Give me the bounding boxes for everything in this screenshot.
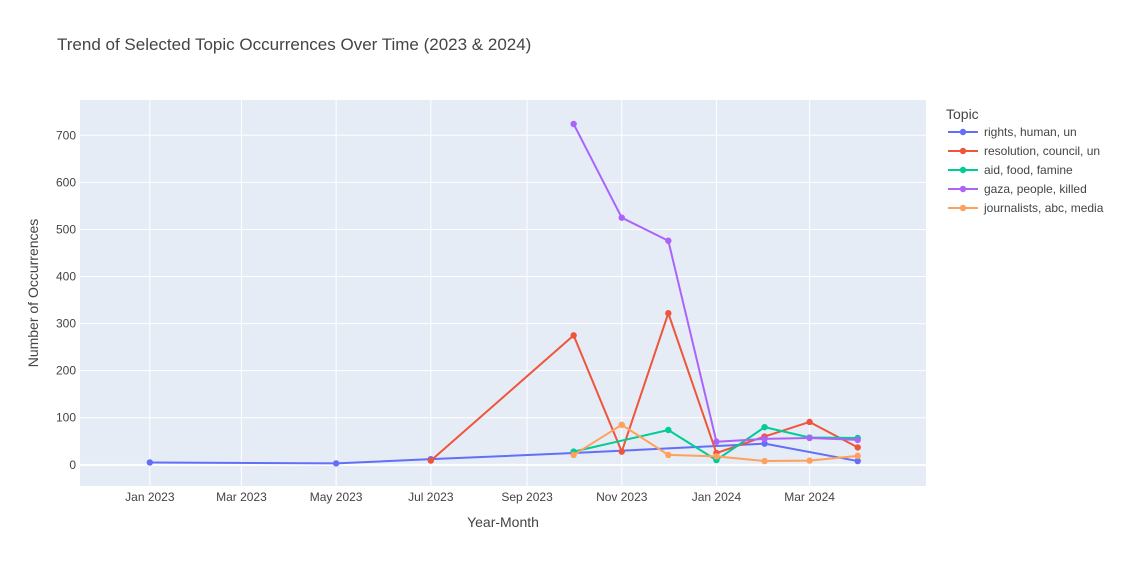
y-tick-label: 300: [56, 317, 76, 331]
series-3: [570, 120, 861, 445]
data-point[interactable]: [570, 332, 577, 339]
plot-area: [80, 100, 926, 486]
x-tick-label: Jul 2023: [408, 490, 454, 504]
x-tick-label: Mar 2024: [784, 490, 835, 504]
y-tick-label: 200: [56, 364, 76, 378]
y-tick-label: 600: [56, 175, 76, 189]
data-point[interactable]: [761, 435, 768, 443]
x-axis-title: Year-Month: [467, 514, 539, 530]
legend-item[interactable]: rights, human, un: [948, 125, 1077, 139]
legend-item[interactable]: resolution, council, un: [948, 144, 1100, 158]
series-layer: [146, 120, 861, 467]
data-point[interactable]: [761, 457, 768, 465]
series-4: [570, 421, 861, 465]
legend-label: aid, food, famine: [984, 163, 1073, 177]
y-axis-title: Number of Occurrences: [25, 219, 41, 368]
data-point[interactable]: [806, 457, 813, 464]
legend-label: gaza, people, killed: [984, 182, 1087, 196]
data-point[interactable]: [618, 448, 625, 455]
data-point[interactable]: [570, 451, 577, 459]
data-point[interactable]: [854, 436, 861, 444]
data-point[interactable]: [146, 459, 154, 466]
legend-marker-swatch: [959, 147, 967, 155]
data-point[interactable]: [332, 460, 340, 467]
data-point[interactable]: [570, 120, 577, 128]
legend-label: resolution, council, un: [984, 144, 1100, 158]
data-point[interactable]: [665, 451, 672, 459]
data-point[interactable]: [665, 426, 672, 434]
x-tick-label: Jan 2023: [125, 490, 175, 504]
legend-label: journalists, abc, media: [983, 201, 1104, 215]
series-line: [430, 312, 859, 462]
data-point[interactable]: [665, 237, 672, 244]
legend-marker-swatch: [959, 204, 967, 212]
data-point[interactable]: [618, 421, 625, 429]
y-tick-label: 0: [69, 458, 76, 472]
data-point[interactable]: [761, 423, 768, 431]
legend-marker-swatch: [959, 185, 967, 193]
x-tick-label: Jan 2024: [692, 490, 742, 504]
chart-title: Trend of Selected Topic Occurrences Over…: [57, 35, 531, 54]
data-point[interactable]: [713, 438, 720, 445]
data-point[interactable]: [713, 453, 720, 460]
legend-marker-swatch: [959, 166, 967, 174]
x-tick-label: Nov 2023: [596, 490, 648, 504]
data-point[interactable]: [618, 214, 625, 221]
x-tick-label: Sep 2023: [501, 490, 553, 504]
legend-item[interactable]: gaza, people, killed: [948, 182, 1087, 196]
data-point[interactable]: [761, 440, 768, 447]
data-point[interactable]: [806, 434, 813, 442]
data-point[interactable]: [806, 418, 813, 426]
legend-label: rights, human, un: [984, 125, 1077, 139]
data-point[interactable]: [427, 457, 435, 464]
data-point[interactable]: [665, 310, 672, 317]
legend: Topic rights, human, un resolution, counc…: [946, 106, 1104, 215]
series-line: [149, 442, 858, 465]
y-tick-label: 100: [56, 411, 76, 425]
y-tick-label: 700: [56, 128, 76, 142]
data-point[interactable]: [854, 444, 861, 451]
legend-item[interactable]: aid, food, famine: [948, 163, 1073, 177]
legend-marker-swatch: [959, 128, 967, 136]
legend-title: Topic: [946, 106, 979, 122]
y-axis-ticks: 0 100 200 300 400 500 600 700: [56, 128, 76, 472]
y-tick-label: 500: [56, 222, 76, 236]
legend-item[interactable]: journalists, abc, media: [948, 201, 1104, 215]
x-tick-label: Mar 2023: [216, 490, 267, 504]
data-point[interactable]: [854, 452, 861, 460]
grid-lines: [80, 100, 926, 486]
x-axis-ticks: Jan 2023 Mar 2023 May 2023 Jul 2023 Sep 2023…: [125, 490, 835, 504]
data-point[interactable]: [854, 457, 861, 465]
y-tick-label: 400: [56, 270, 76, 284]
x-tick-label: May 2023: [310, 490, 363, 504]
